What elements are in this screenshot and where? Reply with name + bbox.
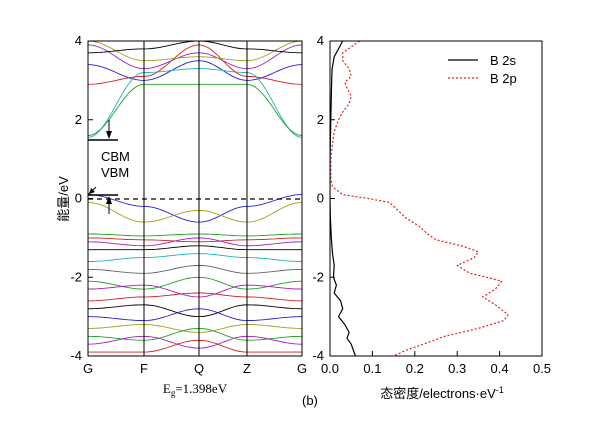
dos-x-tick-label: 0.2 (406, 361, 424, 376)
dos-y-tick-label: 0 (317, 191, 324, 206)
band-y-tick-label: 0 (75, 191, 82, 206)
valence-band-11 (88, 304, 302, 318)
valence-band-3 (88, 237, 302, 243)
legend-label-b2s: B 2s (490, 53, 517, 68)
band-y-axis-label: 能量/eV (56, 176, 71, 222)
vbm-label: VBM (101, 165, 129, 180)
dos-y-tick-label: -2 (312, 269, 324, 284)
legend-label-b2p: B 2p (490, 71, 517, 86)
band-structure-panel: 4 2 0 -2 -4 G F Q Z G 能量/eV Eg=1.398eV CBM VBM (56, 33, 307, 398)
k-point-label-3: Z (243, 361, 251, 376)
k-point-label-2: Q (194, 361, 204, 376)
valence-band-14 (88, 327, 302, 341)
band-y-tick-label: -4 (70, 348, 82, 363)
valence-band-2 (88, 233, 302, 237)
band-x-axis-label: Eg=1.398eV (163, 381, 228, 398)
k-point-label-1: F (140, 361, 148, 376)
dos-panel: 4 2 0 -2 -4 0.0 0.1 0.2 0.3 0.4 0.5 态密度/electrons… (302, 33, 551, 408)
valence-band-6 (88, 253, 302, 262)
dos-y-ticks: 4 2 0 -2 -4 (312, 33, 335, 363)
valence-band-1 (88, 201, 302, 223)
conduction-band-2 (88, 83, 302, 136)
valence-band-7 (88, 264, 302, 274)
dos-series-b2s (330, 41, 356, 356)
band-y-tick-label: -2 (70, 269, 82, 284)
dos-x-tick-label: 0.0 (321, 361, 339, 376)
dos-x-tick-label: 0.4 (491, 361, 509, 376)
conduction-band-5 (88, 41, 302, 62)
band-y-tick-label: 2 (75, 112, 82, 127)
valence-band-8 (88, 276, 302, 290)
dos-curves (330, 41, 509, 356)
valence-band-5 (88, 245, 302, 251)
valence-band-12 (88, 308, 302, 322)
band-y-ticks: 4 2 0 -2 -4 (70, 33, 93, 363)
conduction-band-0 (88, 60, 302, 81)
dos-x-tick-label: 0.3 (448, 361, 466, 376)
dos-x-ticks: 0.0 0.1 0.2 0.3 0.4 0.5 (321, 351, 551, 376)
dos-y-tick-label: 4 (317, 33, 324, 48)
valence-band-16 (88, 339, 302, 353)
valence-band-15 (88, 335, 302, 349)
dos-x-tick-label: 0.5 (533, 361, 551, 376)
k-point-dividers (143, 41, 248, 356)
dos-y-tick-label: -4 (312, 348, 324, 363)
valence-band-9 (88, 284, 302, 298)
dos-x-axis-label: 态密度/electrons·eV-1 (380, 385, 504, 401)
conduction-band-6 (88, 41, 302, 54)
dos-x-tick-label: 0.1 (363, 361, 381, 376)
cbm-label: CBM (101, 149, 130, 164)
dos-plot-frame (329, 40, 543, 357)
panel-b-label: (b) (302, 393, 318, 408)
gap-annotation: CBM VBM (87, 120, 134, 214)
band-y-tick-label: 4 (75, 33, 82, 48)
band-lines (88, 41, 302, 353)
dos-legend: B 2s B 2p (448, 53, 517, 86)
dos-series-b2p (330, 41, 509, 356)
k-point-label-0: G (83, 361, 93, 376)
dos-y-tick-label: 2 (317, 112, 324, 127)
k-point-label-4: G (297, 361, 307, 376)
